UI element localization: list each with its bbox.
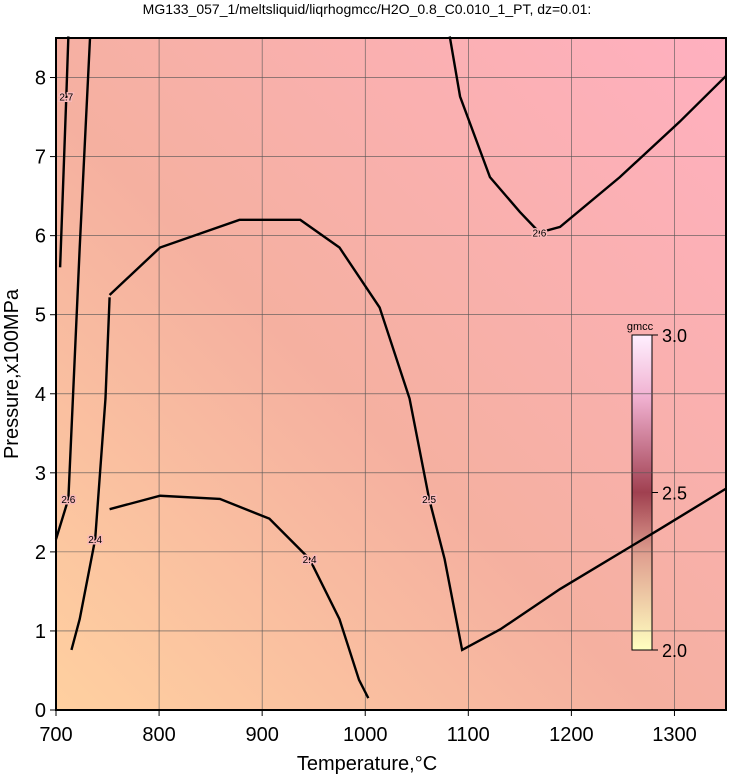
- contour-label: 2.7: [59, 93, 73, 104]
- y-tick-label: 4: [35, 384, 46, 406]
- x-tick-label: 800: [142, 724, 175, 746]
- y-tick-label: 8: [35, 68, 46, 90]
- y-axis-label: Pressure,x100MPa: [1, 288, 23, 459]
- colorbar-tick-label: 3.0: [662, 326, 687, 346]
- x-tick-label: 1100: [447, 724, 490, 746]
- chart-title: MG133_057_1/meltsliquid/liqrhogmcc/H2O_0…: [143, 1, 592, 17]
- colorbar-tick-label: 2.5: [662, 484, 687, 504]
- x-tick-label: 700: [39, 724, 72, 746]
- y-tick-label: 2: [35, 542, 46, 564]
- colorbar: [631, 334, 653, 651]
- contour-line: [108, 218, 727, 652]
- x-tick-label: 900: [245, 724, 278, 746]
- contour-label: 2.4: [88, 535, 102, 546]
- y-tick-label: 3: [35, 463, 46, 485]
- plot-frame: [55, 37, 727, 711]
- contour-label: 2.5: [422, 495, 436, 506]
- x-tick-label: 1300: [652, 724, 697, 746]
- plot-area: [56, 38, 726, 710]
- contour-label: 2.6: [532, 228, 546, 239]
- contour-line: [448, 36, 727, 234]
- colorbar-tick-label: 2.0: [662, 641, 687, 661]
- y-tick-label: 7: [35, 147, 46, 169]
- y-tick-label: 0: [35, 700, 46, 722]
- contour-line: [109, 494, 370, 699]
- contour-label: 2.6: [61, 495, 75, 506]
- x-axis-label: Temperature,°C: [297, 753, 437, 775]
- contour-line: [70, 297, 111, 651]
- contour-line: [58, 36, 70, 268]
- y-tick-label: 1: [35, 621, 46, 643]
- x-tick-label: 1200: [549, 724, 594, 746]
- colorbar-label: gmcc: [627, 321, 654, 333]
- y-tick-label: 6: [35, 226, 46, 248]
- x-tick-label: 1000: [343, 724, 388, 746]
- y-tick-label: 5: [35, 305, 46, 327]
- contour-line: [54, 37, 92, 540]
- contour-label: 2.4: [303, 555, 317, 566]
